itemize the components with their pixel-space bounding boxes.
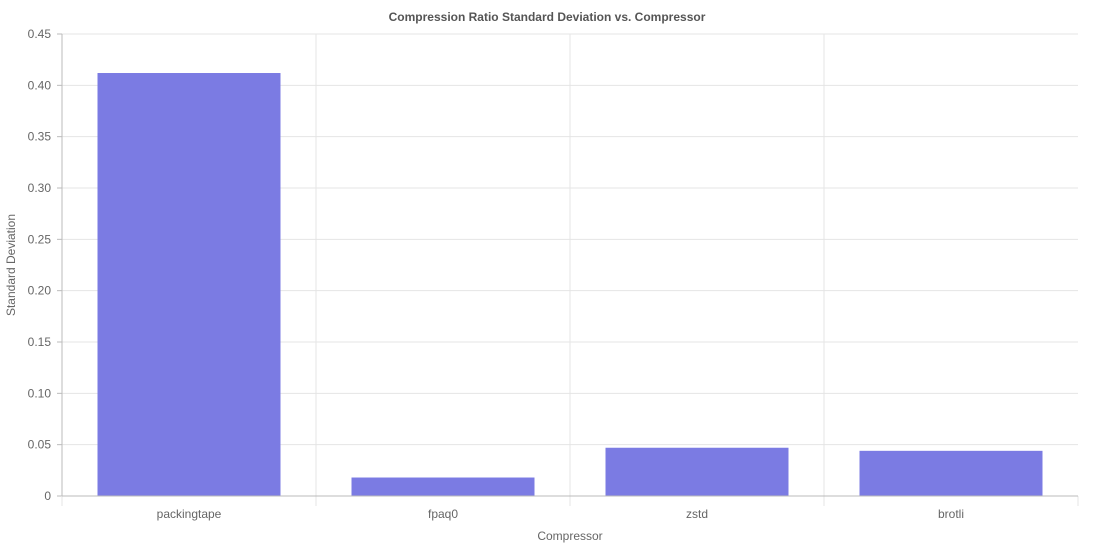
y-tick-label: 0.40 — [28, 78, 52, 92]
x-axis-label: Compressor — [537, 529, 602, 543]
y-tick-label: 0.20 — [28, 284, 52, 298]
y-tick-label: 0.05 — [28, 438, 52, 452]
chart-title: Compression Ratio Standard Deviation vs.… — [389, 10, 706, 24]
bars-layer — [97, 73, 1043, 496]
y-axis-label: Standard Deviation — [4, 214, 18, 316]
bar-packingtape[interactable] — [97, 73, 281, 496]
y-tick-label: 0.10 — [28, 386, 52, 400]
bar-brotli[interactable] — [859, 450, 1043, 496]
y-tick-label: 0.25 — [28, 232, 52, 246]
bar-zstd[interactable] — [605, 447, 789, 496]
bar-fpaq0[interactable] — [351, 477, 535, 496]
ticks-layer: 0 0.05 0.10 0.15 0.20 0.25 0.30 0.35 0.40 0.45 pac… — [28, 27, 964, 521]
y-tick-label: 0.35 — [28, 130, 52, 144]
x-tick-label: packingtape — [157, 507, 222, 521]
y-tick-label: 0 — [44, 489, 51, 503]
y-tick-label: 0.30 — [28, 181, 52, 195]
axes-layer — [57, 33, 1079, 506]
y-tick-label: 0.45 — [28, 27, 52, 41]
x-tick-label: zstd — [686, 507, 708, 521]
x-tick-label: brotli — [938, 507, 964, 521]
x-tick-label: fpaq0 — [428, 507, 458, 521]
y-tick-label: 0.15 — [28, 335, 52, 349]
